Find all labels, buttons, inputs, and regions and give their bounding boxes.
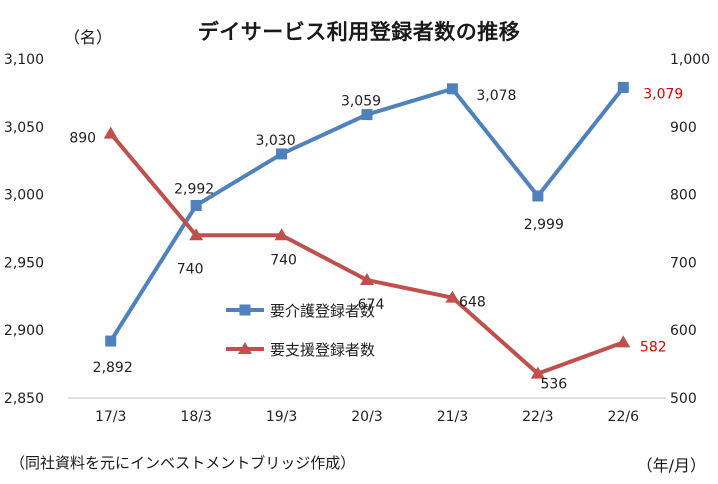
legend-label-series-1: 要介護登録者数 [270, 302, 375, 320]
data-point-series-1 [105, 335, 117, 347]
data-point-series-1 [446, 83, 458, 95]
data-label-series-1: 3,059 [341, 94, 381, 110]
data-label-series-2: 648 [459, 295, 486, 311]
data-label-series-2: 890 [69, 131, 96, 147]
right-axis-tick-label: 1,000 [670, 52, 710, 68]
source-note: （同社資料を元にインベストメントブリッジ作成） [10, 454, 356, 472]
data-point-series-2 [616, 335, 631, 348]
series-line-2 [109, 132, 624, 376]
x-axis-unit: （年/月） [636, 456, 706, 475]
x-axis-tick-label: 19/3 [266, 409, 297, 425]
data-point-series-2 [530, 366, 545, 379]
data-label-series-2: 740 [270, 252, 297, 268]
x-axis-tick-label: 20/3 [351, 409, 382, 425]
right-axis-tick-label: 500 [670, 391, 697, 407]
right-axis-tick-label: 700 [670, 255, 697, 271]
data-label-series-2: 582 [640, 339, 667, 355]
data-point-series-1 [617, 81, 629, 93]
data-point-series-1 [190, 199, 202, 211]
data-point-series-2 [274, 228, 289, 241]
right-axis-tick-label: 600 [670, 323, 697, 339]
left-axis-tick-label: 3,050 [4, 120, 44, 136]
x-axis-tick-label: 22/6 [608, 409, 640, 425]
data-point-series-2 [103, 126, 118, 139]
data-point-series-2 [360, 273, 374, 286]
x-axis-tick-label: 17/3 [95, 409, 126, 425]
chart-title: デイサービス利用登録者数の推移 [197, 20, 521, 44]
data-point-series-1 [276, 148, 288, 160]
legend-label-series-2: 要支援登録者数 [270, 341, 375, 359]
x-axis-tick-label: 21/3 [437, 409, 468, 425]
data-point-series-2 [189, 228, 204, 241]
data-label-series-2: 674 [358, 297, 385, 313]
legend-marker-series-1 [239, 304, 251, 316]
data-label-series-1: 2,999 [524, 217, 564, 233]
x-axis-tick-label: 18/3 [180, 409, 211, 425]
data-point-series-2 [445, 290, 460, 303]
data-label-series-1: 2,892 [93, 360, 133, 376]
data-label-series-1: 3,078 [476, 88, 516, 104]
left-axis-tick-label: 2,900 [4, 323, 44, 339]
left-axis-tick-label: 2,850 [4, 391, 44, 407]
left-axis-tick-label: 3,000 [4, 188, 44, 204]
right-axis-tick-label: 800 [670, 188, 697, 204]
data-label-series-1: 2,992 [174, 181, 214, 197]
x-axis-tick-label: 22/3 [522, 409, 553, 425]
data-point-series-1 [361, 109, 373, 121]
data-label-series-2: 740 [177, 261, 204, 277]
right-axis-tick-label: 900 [670, 120, 697, 136]
legend-marker-series-2 [238, 342, 252, 354]
data-label-series-2: 536 [540, 377, 567, 393]
left-axis-unit: （名） [64, 28, 113, 47]
data-point-series-1 [532, 190, 544, 202]
left-axis-tick-label: 2,950 [4, 255, 44, 271]
data-label-series-1: 3,030 [256, 133, 296, 149]
left-axis-tick-label: 3,100 [4, 52, 44, 68]
data-label-series-1: 3,079 [643, 86, 683, 102]
